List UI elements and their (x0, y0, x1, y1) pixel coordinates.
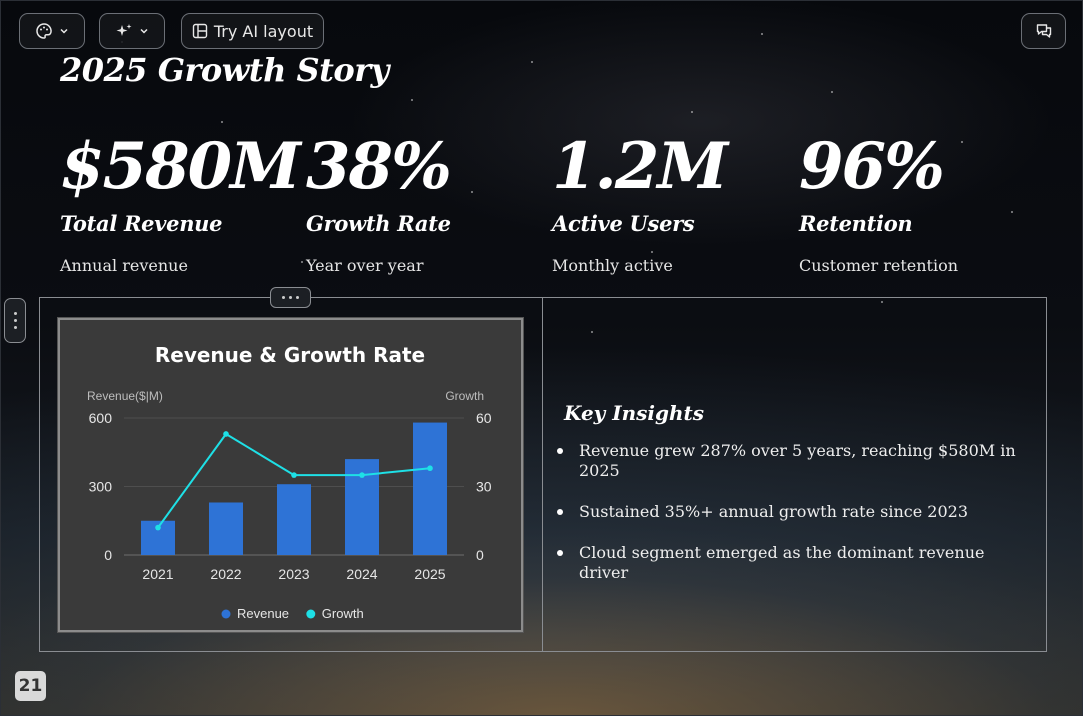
growth-point (427, 465, 433, 472)
stat-value: $580M (60, 129, 301, 204)
try-ai-layout-label: Try AI layout (213, 21, 314, 41)
legend-label: Revenue (237, 606, 289, 621)
legend-label: Growth (322, 606, 364, 621)
y-axis-right-label: Growth (445, 389, 484, 403)
stat-label: Retention (799, 211, 913, 236)
layout-icon (192, 23, 208, 39)
comments-button[interactable] (1021, 13, 1066, 49)
x-tick-label: 2025 (414, 566, 445, 582)
x-tick-label: 2021 (142, 566, 173, 582)
revenue-bar (277, 484, 311, 555)
stat-active-users[interactable]: 1.2M Active Users Monthly active (552, 129, 792, 276)
sparkles-icon (116, 24, 132, 36)
revenue-bar (413, 422, 447, 555)
y-tick-label: 300 (89, 479, 113, 495)
stat-total-revenue[interactable]: $580M Total Revenue Annual revenue (60, 129, 301, 276)
y-right-tick-label: 30 (476, 479, 492, 495)
stat-growth-rate[interactable]: 38% Growth Rate Year over year (306, 129, 546, 276)
stat-description: Year over year (306, 256, 424, 275)
x-tick-label: 2023 (278, 566, 309, 582)
stat-value: 38% (306, 129, 452, 204)
insight-item: Revenue grew 287% over 5 years, reaching… (557, 441, 1034, 481)
column-divider[interactable] (542, 297, 543, 652)
y-axis-label: Revenue($|M) (87, 389, 163, 403)
stat-value: 1.2M (552, 129, 728, 204)
chart-title: Revenue & Growth Rate (155, 343, 425, 367)
stat-retention[interactable]: 96% Retention Customer retention (799, 129, 1039, 276)
insights-list: Revenue grew 287% over 5 years, reaching… (557, 441, 1034, 583)
chevron-down-icon (60, 28, 68, 34)
ai-assist-button[interactable] (99, 13, 165, 49)
comments-icon (1036, 24, 1051, 38)
chart-card[interactable]: Revenue & Growth Rate Revenue($|M) Growt… (58, 318, 523, 632)
stat-label: Growth Rate (306, 211, 451, 236)
insight-item: Sustained 35%+ annual growth rate since … (557, 502, 1034, 522)
legend-marker (221, 609, 231, 619)
growth-point (223, 431, 229, 437)
stat-label: Active Users (552, 211, 695, 236)
x-tick-label: 2022 (210, 566, 241, 582)
y-right-tick-label: 60 (476, 410, 492, 426)
stat-description: Monthly active (552, 256, 673, 275)
content-block-frame[interactable] (39, 297, 1047, 652)
theme-button[interactable] (19, 13, 85, 49)
legend-marker (306, 609, 316, 619)
insights-title: Key Insights (564, 401, 705, 425)
y-tick-label: 600 (89, 410, 113, 426)
insight-item: Cloud segment emerged as the dominant re… (557, 543, 1034, 583)
x-tick-label: 2024 (346, 566, 377, 582)
growth-point (155, 524, 161, 531)
slide-title[interactable]: 2025 Growth Story (60, 51, 389, 89)
block-more-handle[interactable] (270, 287, 311, 308)
growth-point (291, 472, 297, 478)
revenue-bar (209, 502, 243, 555)
chevron-down-icon (140, 28, 148, 34)
page-number-badge[interactable]: 21 (15, 671, 46, 701)
growth-point (359, 472, 365, 478)
palette-icon (36, 23, 52, 39)
stat-value: 96% (799, 129, 945, 204)
revenue-growth-chart: Revenue & Growth Rate Revenue($|M) Growt… (87, 343, 492, 621)
stat-description: Customer retention (799, 256, 958, 275)
y-tick-label: 0 (104, 547, 112, 563)
key-insights[interactable]: Key Insights Revenue grew 287% over 5 ye… (557, 401, 1034, 604)
block-drag-handle[interactable] (4, 298, 26, 343)
stat-description: Annual revenue (60, 256, 188, 275)
y-right-tick-label: 0 (476, 547, 484, 563)
try-ai-layout-button[interactable]: Try AI layout (181, 13, 324, 49)
stat-label: Total Revenue (60, 211, 223, 236)
